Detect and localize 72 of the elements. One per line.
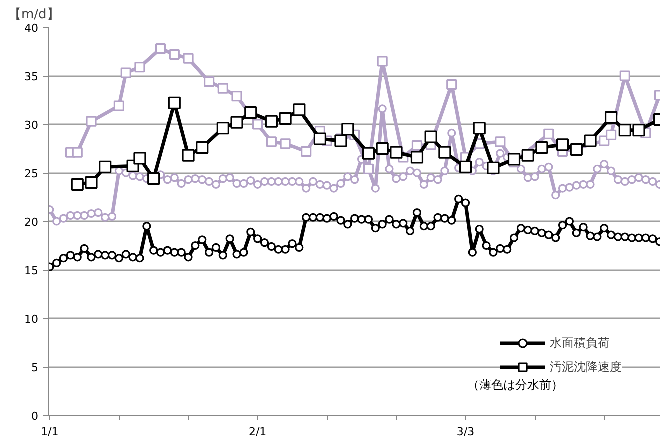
y-tick-label: 15 [24, 264, 39, 278]
point [86, 116, 97, 127]
y-tick-label: 0 [32, 410, 38, 423]
point [134, 62, 146, 73]
point [412, 140, 423, 152]
point [376, 142, 389, 156]
point [169, 49, 180, 60]
y-tick-label: 10 [24, 313, 39, 326]
point [266, 136, 277, 148]
point [99, 160, 112, 174]
point [632, 124, 646, 137]
point [508, 153, 521, 166]
point [410, 151, 424, 164]
point [265, 115, 278, 128]
point [334, 134, 348, 148]
point [71, 178, 84, 191]
point [606, 130, 617, 140]
point [85, 176, 98, 189]
point [244, 106, 258, 120]
point [168, 96, 181, 110]
point [134, 152, 146, 165]
point [196, 141, 209, 154]
point [183, 53, 194, 64]
point [218, 83, 228, 94]
point [446, 79, 458, 90]
point [618, 124, 632, 137]
point [424, 130, 438, 144]
point [522, 149, 534, 162]
point [204, 76, 215, 88]
point [230, 116, 244, 129]
point [114, 100, 124, 112]
point [293, 104, 306, 116]
point [301, 146, 312, 157]
point [314, 132, 326, 146]
point [536, 141, 548, 154]
point [620, 70, 630, 82]
y-tick-label: 35 [24, 70, 39, 84]
y-axis-title: 【m/d】 [8, 8, 60, 22]
legend-label: 水面積負荷 [550, 334, 610, 352]
point [72, 147, 83, 158]
point [604, 111, 618, 124]
point [473, 122, 486, 135]
point [544, 128, 554, 140]
point [155, 44, 166, 54]
point [120, 68, 132, 78]
point [459, 160, 472, 174]
point [556, 138, 570, 152]
x-tick-label: 2/1 [248, 426, 267, 438]
y-tick-label: 30 [24, 119, 39, 132]
point [216, 122, 230, 135]
y-tick-label: 5 [32, 362, 38, 374]
y-tick-label: 20 [24, 216, 39, 229]
point [377, 56, 388, 67]
point [487, 162, 500, 174]
point [280, 138, 291, 150]
point [182, 149, 195, 162]
point [390, 146, 403, 159]
point [495, 136, 506, 148]
point [584, 134, 597, 148]
legend-label: 汚泥沈降速度 [550, 358, 622, 376]
point [342, 123, 354, 136]
point [252, 119, 264, 130]
point [279, 112, 292, 125]
point [148, 172, 160, 186]
y-tick-label: 40 [24, 22, 39, 35]
y-tick-label: 25 [24, 168, 39, 180]
x-tick-label: 1/1 [41, 426, 59, 438]
point [362, 147, 376, 160]
annotation: （薄色は分水前） [467, 378, 564, 392]
point [438, 146, 452, 159]
point [232, 91, 242, 102]
x-tick-label: 3/3 [456, 426, 475, 438]
